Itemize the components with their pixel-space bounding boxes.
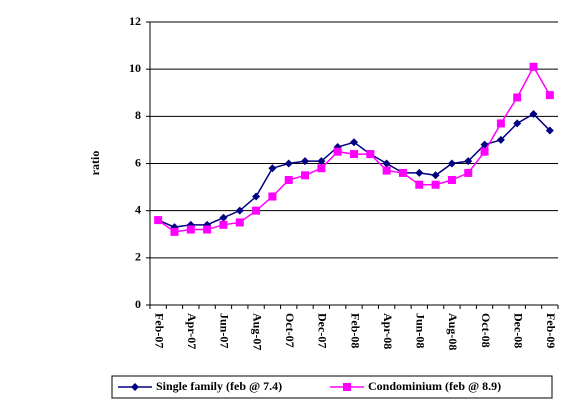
data-point [496,135,505,144]
data-point [513,119,522,128]
x-tick-label: Apr-08 [381,313,395,349]
x-tick-label: Feb-07 [152,313,166,348]
y-axis-label: ratio [88,151,102,176]
data-point [301,157,310,166]
data-point [284,159,293,168]
data-point [317,157,326,166]
data-point [545,91,554,100]
data-point [268,192,277,201]
y-tick-label: 6 [135,155,141,169]
data-point [252,206,261,215]
x-tick-label: Feb-08 [348,313,362,348]
x-tick-label: Apr-07 [185,313,199,349]
data-point [235,206,244,215]
legend-label: Single family (feb @ 7.4) [156,379,282,393]
x-tick-label: Aug-08 [446,313,460,350]
data-point [545,126,554,135]
data-point [301,171,310,180]
y-tick-label: 2 [135,250,141,264]
y-tick-label: 12 [129,14,141,28]
x-tick-label: Oct-07 [283,313,297,348]
data-point [529,62,538,71]
legend-label: Condominium (feb @ 8.9) [368,379,501,393]
x-tick-label: Jun-08 [414,313,428,348]
data-point [350,150,358,159]
data-point [480,140,489,149]
data-point [366,150,375,159]
x-tick-label: Aug-07 [250,313,264,350]
data-point [513,93,522,102]
data-point [496,119,505,128]
data-point [284,176,293,185]
data-point [235,218,244,227]
data-point [219,213,228,222]
x-tick-label: Oct-08 [479,313,493,348]
x-tick-label: Dec-08 [511,313,525,348]
data-point [382,159,391,168]
data-point [398,168,407,177]
x-tick-label: Dec-07 [316,313,330,348]
data-point [447,159,456,168]
data-point [464,157,473,166]
data-point [268,164,277,173]
legend-marker [343,383,351,391]
x-tick-label: Feb-09 [544,313,558,348]
y-tick-label: 0 [135,297,141,311]
data-point [415,180,424,189]
data-point [447,176,456,185]
data-point [529,109,538,118]
data-point [203,225,212,234]
series-line [157,65,551,233]
data-point [415,168,424,177]
data-point [464,168,473,177]
data-point [252,192,261,201]
y-tick-label: 10 [129,61,141,75]
y-tick-label: 8 [135,108,141,122]
data-point [350,138,358,147]
data-point [431,180,440,189]
data-point [317,164,326,173]
x-tick-label: Jun-07 [218,313,232,348]
data-point [186,225,195,234]
data-point [219,220,228,229]
data-point [480,147,489,156]
data-point [333,147,342,156]
legend-marker [131,383,139,391]
y-tick-label: 4 [135,202,141,216]
data-point [170,227,179,236]
data-point [382,166,391,175]
data-point [154,216,163,225]
data-point [431,171,440,180]
